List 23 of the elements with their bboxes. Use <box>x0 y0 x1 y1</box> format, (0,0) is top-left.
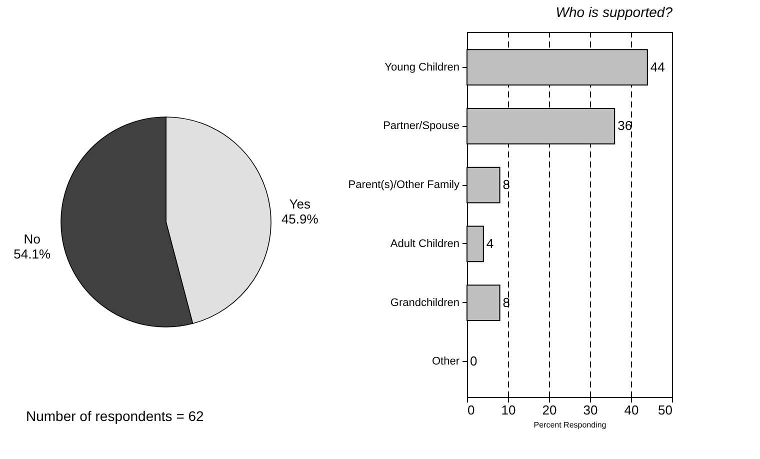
y-tick-label: Young Children <box>384 61 460 74</box>
y-tick-label: Adult Children <box>390 238 460 250</box>
data-label: 4 <box>486 236 494 251</box>
text: Number of respondents = 62 <box>26 408 204 424</box>
x-tick-label: 40 <box>624 402 639 418</box>
slice-label: No <box>24 231 40 246</box>
x-axis-title: Percent Responding <box>534 420 606 430</box>
data-label: 44 <box>650 59 665 74</box>
data-label: 45.9% <box>281 212 319 227</box>
y-tick-label: Grandchildren <box>390 296 460 309</box>
x-tick-label: 10 <box>501 402 516 418</box>
y-tick-label: Other <box>432 356 460 368</box>
y-tick-label: Partner/Spouse <box>383 120 460 132</box>
data-label: 54.1% <box>14 246 51 262</box>
y-tick-label: Parent(s)/Other Family <box>348 179 460 192</box>
x-tick-label: 50 <box>658 402 672 418</box>
data-label: 0 <box>470 354 478 369</box>
data-label: 36 <box>618 118 632 134</box>
chart-title: Who is supported? <box>556 4 673 20</box>
slice-label: Yes <box>289 196 311 212</box>
x-tick-label: 30 <box>583 402 598 418</box>
x-tick-label: 20 <box>542 402 557 418</box>
x-tick-label: 0 <box>468 402 475 418</box>
